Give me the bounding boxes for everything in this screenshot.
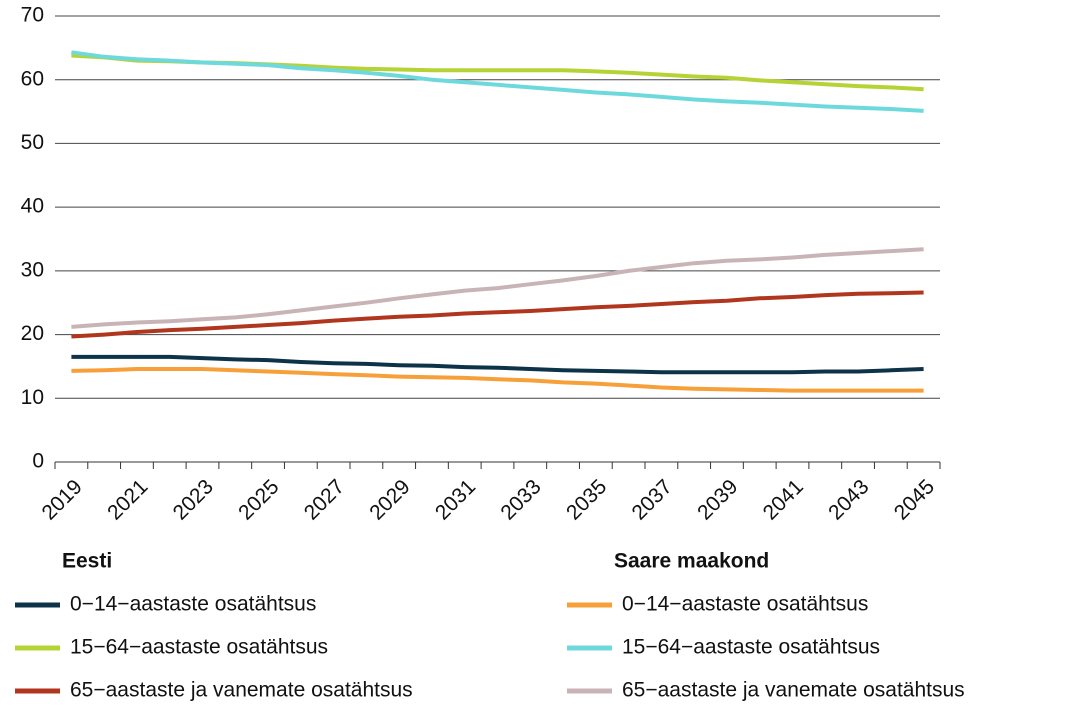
x-tick-label: 2037 <box>628 475 677 524</box>
series-line <box>71 290 924 339</box>
series-line <box>71 50 924 113</box>
x-tick-label: 2045 <box>890 475 939 524</box>
x-tick-label: 2031 <box>431 475 480 524</box>
y-tick-label: 20 <box>21 322 44 345</box>
legend-label: 65−aastaste ja vanemate osatähtsus <box>622 679 965 702</box>
series-line <box>71 354 924 375</box>
legend-label: 65−aastaste ja vanemate osatähtsus <box>70 679 413 702</box>
y-tick-label: 60 <box>21 67 44 90</box>
series-line <box>71 247 924 329</box>
legend-group-title: Saare maakond <box>614 550 769 573</box>
legend-group-title: Eesti <box>62 550 112 573</box>
x-tick-label: 2019 <box>38 475 87 524</box>
x-tick-label: 2023 <box>169 475 218 524</box>
y-tick-label: 0 <box>32 450 44 473</box>
x-tick-label: 2041 <box>759 475 808 524</box>
legend-label: 15−64−aastaste osatähtsus <box>622 636 880 659</box>
legend-label: 15−64−aastaste osatähtsus <box>70 636 328 659</box>
x-tick-label: 2021 <box>103 475 152 524</box>
x-tick-label: 2043 <box>824 475 873 524</box>
x-tick-label: 2035 <box>562 475 611 524</box>
y-tick-label: 40 <box>21 195 44 218</box>
y-tick-label: 10 <box>21 386 44 409</box>
series-line <box>71 367 924 393</box>
y-tick-label: 70 <box>21 4 44 27</box>
y-tick-label: 50 <box>21 131 44 154</box>
y-tick-label: 30 <box>21 258 44 281</box>
legend-label: 0−14−aastaste osatähtsus <box>70 593 316 616</box>
x-tick-label: 2027 <box>300 475 349 524</box>
x-tick-label: 2033 <box>496 475 545 524</box>
x-tick-label: 2029 <box>365 475 414 524</box>
x-tick-label: 2025 <box>234 475 283 524</box>
x-tick-label: 2039 <box>693 475 742 524</box>
legend-label: 0−14−aastaste osatähtsus <box>622 593 868 616</box>
